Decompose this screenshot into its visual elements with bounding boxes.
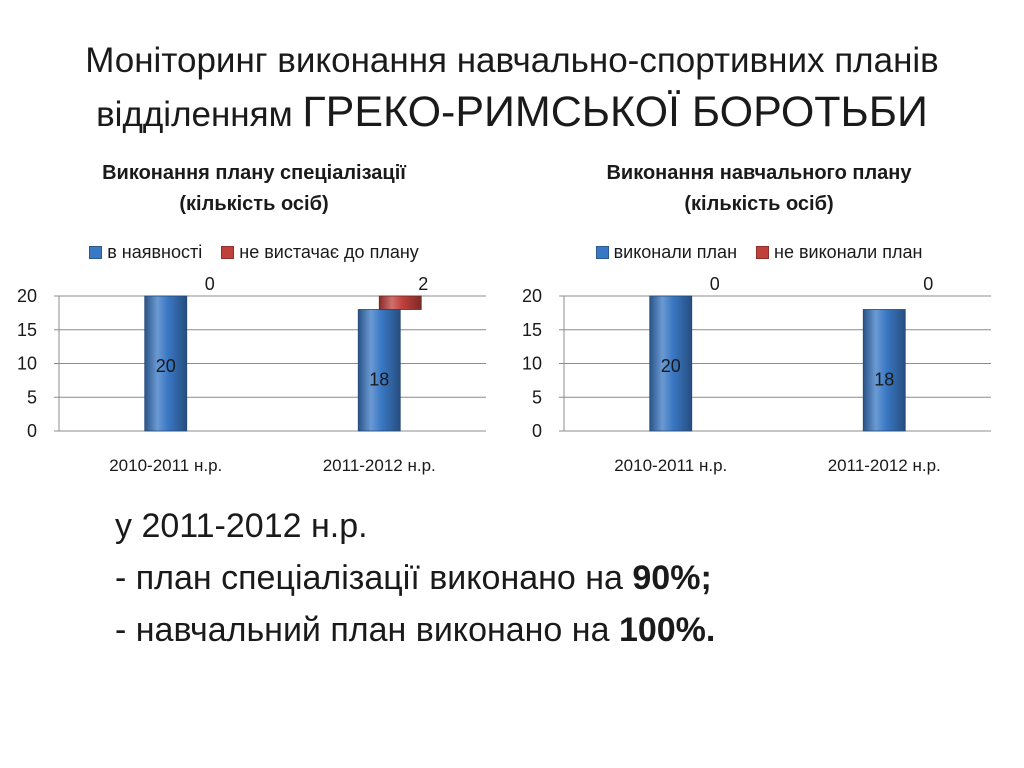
legend-swatch-red — [756, 246, 770, 259]
legend-item-missing: не вистачає до плану — [221, 242, 419, 263]
title-emphasis: ГРЕКО-РИМСЬКОЇ БОРОТЬБИ — [302, 88, 928, 136]
chart-title: Виконання плану спеціалізації (кількість… — [4, 158, 504, 220]
summary-line-2-value: 90%; — [632, 559, 712, 597]
data-label: 0 — [205, 274, 215, 294]
summary-line-2-text: - план спеціалізації виконано на — [115, 559, 633, 597]
data-label: 2 — [418, 274, 428, 294]
chart-title-line-1: Виконання навчального плану — [606, 162, 912, 184]
chart-title-line-2: (кількість осіб) — [179, 193, 329, 215]
y-tick-label: 0 — [27, 421, 37, 441]
y-tick-label: 20 — [522, 286, 542, 306]
data-label: 18 — [369, 370, 389, 390]
legend-item-not-completed: не виконали план — [756, 242, 922, 263]
summary-line-3: - навчальний план виконано на 100%. — [115, 604, 715, 656]
data-label: 0 — [923, 274, 933, 294]
bar-primary — [357, 309, 401, 432]
legend-item-available: в наявності — [89, 242, 202, 263]
bar-secondary — [378, 295, 422, 310]
data-label: 20 — [156, 356, 176, 376]
title-line-1: Моніторинг виконання навчально-спортивни… — [85, 41, 939, 80]
y-tick-label: 10 — [522, 354, 542, 374]
legend-label: не виконали план — [774, 242, 923, 262]
x-tick-label: 2010-2011 н.р. — [614, 456, 727, 475]
summary-line-2: - план спеціалізації виконано на 90%; — [115, 552, 715, 604]
bar-primary — [144, 295, 188, 432]
chart-legend: виконали план не виконали план — [509, 242, 1009, 264]
y-tick-label: 0 — [532, 421, 542, 441]
chart-title: Виконання навчального плану (кількість о… — [509, 158, 1009, 220]
title-prefix: відділенням — [96, 95, 303, 134]
y-tick-label: 10 — [17, 354, 37, 374]
y-tick-label: 5 — [532, 387, 542, 407]
title-line-2: відділенням ГРЕКО-РИМСЬКОЇ БОРОТЬБИ — [0, 86, 1024, 141]
legend-label: не вистачає до плану — [239, 242, 419, 262]
data-label: 20 — [661, 356, 681, 376]
legend-item-completed: виконали план — [595, 242, 738, 263]
x-tick-label: 2011-2012 н.р. — [828, 456, 941, 475]
legend-swatch-blue — [595, 246, 609, 259]
chart-title-line-1: Виконання плану спеціалізації — [102, 162, 406, 184]
y-tick-label: 20 — [17, 286, 37, 306]
x-tick-label: 2011-2012 н.р. — [323, 456, 436, 475]
summary-line-3-value: 100%. — [618, 611, 716, 649]
y-tick-label: 15 — [17, 320, 37, 340]
bar-primary — [862, 309, 906, 432]
legend-label: в наявності — [107, 242, 203, 262]
chart-plot: 0 5 10 15 20 2010-2011 н.р. 20 0 2011-2012 н.р. 1… — [17, 274, 486, 475]
specialization-chart: Виконання плану спеціалізації (кількість… — [4, 158, 504, 478]
slide-title: Моніторинг виконання навчально-спортивни… — [0, 36, 1024, 141]
data-label: 0 — [710, 274, 720, 294]
legend-label: виконали план — [613, 242, 738, 262]
chart-legend: в наявності не вистачає до плану — [4, 242, 504, 264]
data-label: 18 — [874, 370, 894, 390]
summary-line-1: у 2011-2012 н.р. — [115, 507, 368, 545]
chart-title-line-2: (кількість осіб) — [684, 193, 834, 215]
x-tick-label: 2010-2011 н.р. — [109, 456, 222, 475]
legend-swatch-blue — [89, 246, 103, 259]
training-plan-chart: Виконання навчального плану (кількість о… — [509, 158, 1009, 478]
summary-text: у 2011-2012 н.р. - план спеціалізації ви… — [115, 500, 715, 656]
legend-swatch-red — [221, 246, 235, 259]
y-tick-label: 15 — [522, 320, 542, 340]
chart-plot: 0 5 10 15 20 2010-2011 н.р. 20 0 2011-2012 н.р. 1… — [522, 274, 991, 475]
y-tick-label: 5 — [27, 387, 37, 407]
summary-line-3-text: - навчальний план виконано на — [115, 611, 619, 649]
bar-primary — [649, 295, 693, 432]
